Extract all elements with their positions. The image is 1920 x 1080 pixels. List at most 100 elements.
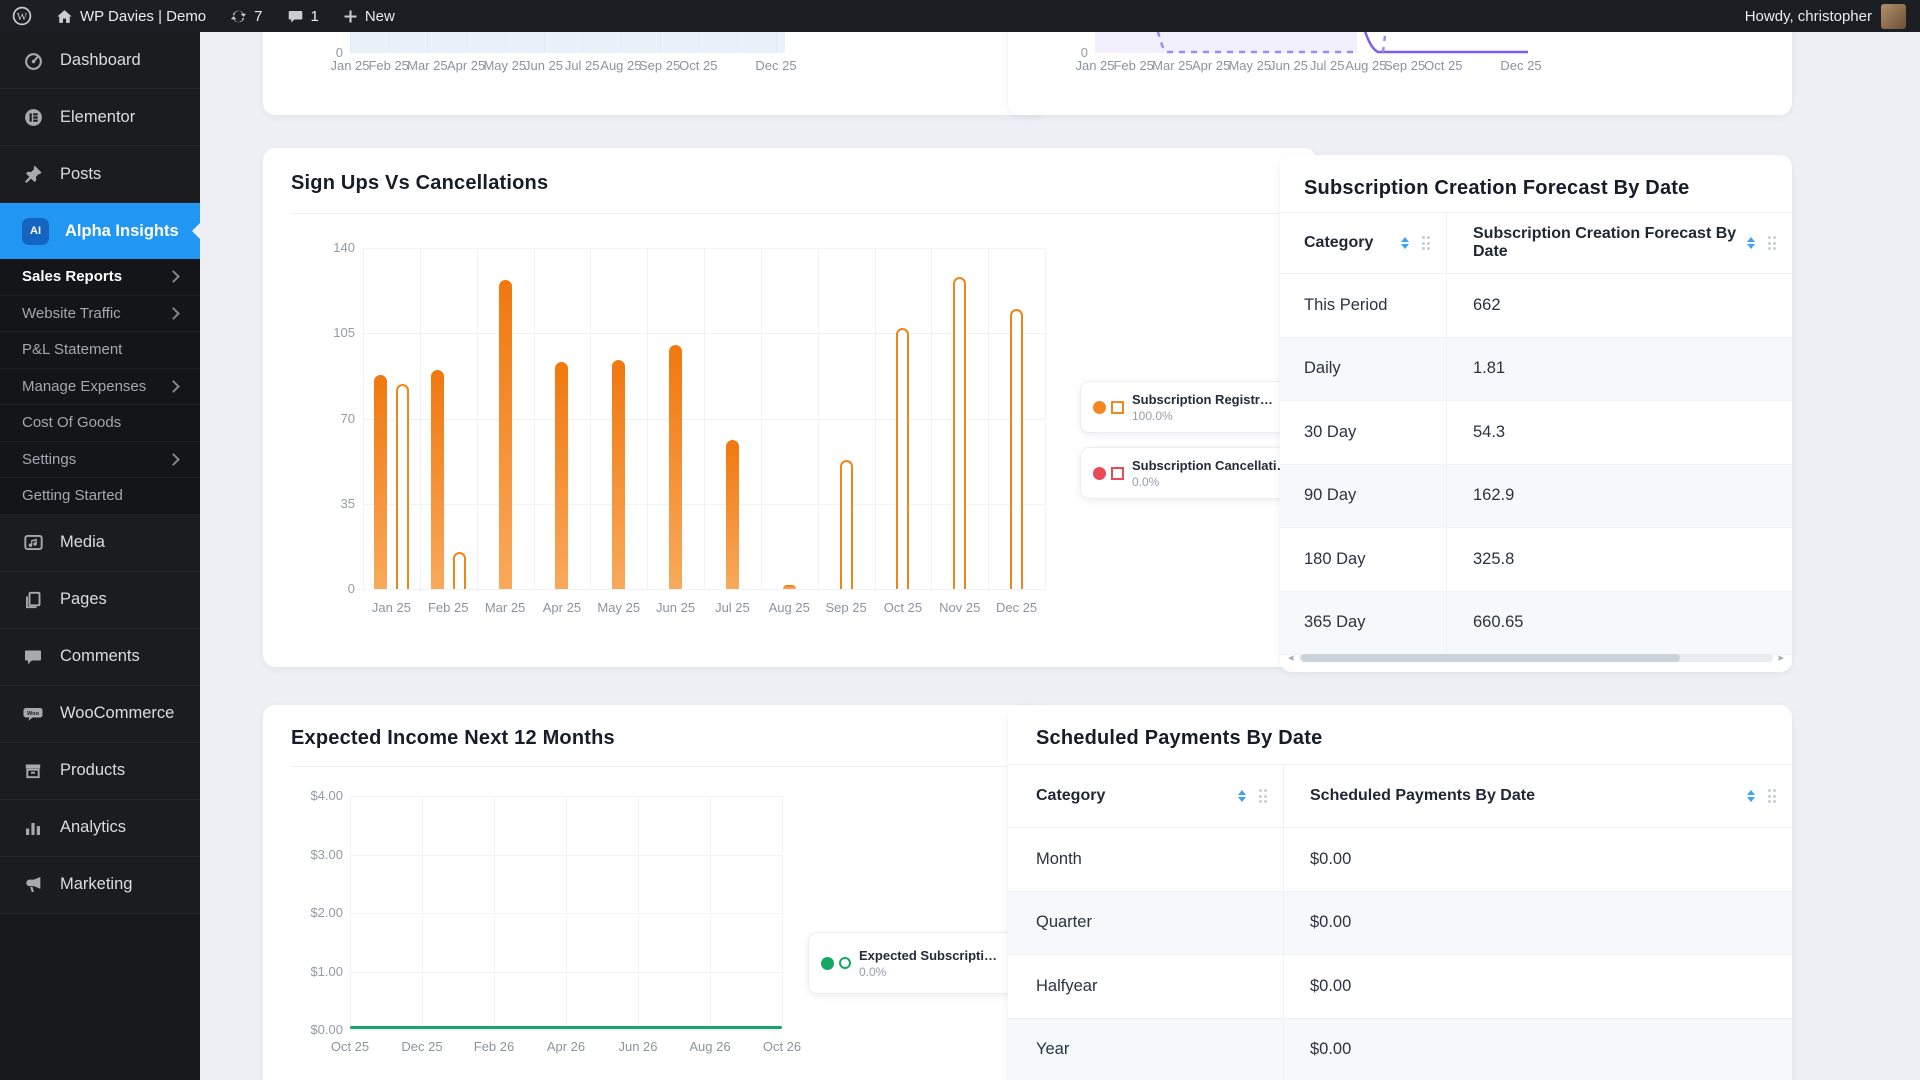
sidebar-item-label: Posts (60, 164, 102, 183)
signup-bar (669, 345, 683, 589)
table-row: 30 Day 54.3 (1280, 401, 1792, 465)
y-tick-label: $3.00 (310, 846, 343, 862)
column-label: Subscription Creation Forecast By Date (1473, 225, 1737, 260)
sort-icon[interactable] (1746, 236, 1755, 250)
sidebar-item-dashboard[interactable]: Dashboard (0, 32, 200, 89)
cell-value: $0.00 (1310, 976, 1352, 995)
chevron-right-icon (167, 306, 180, 320)
sidebar-subitem-p-l-statement[interactable]: P&L Statement (0, 332, 200, 369)
sort-icon[interactable] (1746, 789, 1755, 803)
sidebar-item-alpha-insights[interactable]: AI Alpha Insights (0, 203, 200, 259)
sidebar-item-media[interactable]: Media (0, 514, 200, 572)
column-header-payments[interactable]: Scheduled Payments By Date (1284, 765, 1792, 827)
table-row: 90 Day 162.9 (1280, 464, 1792, 528)
sidebar-item-posts[interactable]: Posts (0, 146, 200, 203)
sidebar-item-woocommerce[interactable]: Woo WooCommerce (0, 685, 200, 743)
column-label: Scheduled Payments By Date (1310, 787, 1535, 804)
bar-group-jun-25 (647, 248, 704, 589)
sidebar-item-products[interactable]: Products (0, 742, 200, 800)
new-content-menu[interactable]: New (331, 0, 407, 32)
comments-menu[interactable]: 1 (275, 0, 331, 32)
avatar[interactable] (1881, 3, 1906, 29)
cell-value: 660.65 (1473, 613, 1524, 632)
x-tick-label: Jan 25 (1075, 58, 1115, 73)
gridline (363, 589, 1045, 590)
column-header-category[interactable]: Category (1280, 213, 1447, 273)
howdy-text[interactable]: Howdy, christopher (1744, 7, 1872, 25)
bar-group-jan-25 (363, 248, 420, 589)
sidebar-item-pages[interactable]: Pages (0, 571, 200, 629)
sidebar-subitem-website-traffic[interactable]: Website Traffic (0, 296, 200, 332)
column-header-forecast[interactable]: Subscription Creation Forecast By Date (1447, 213, 1792, 273)
gridline (931, 248, 933, 589)
scrollbar-thumb[interactable] (1300, 654, 1681, 662)
column-header-category[interactable]: Category (1008, 765, 1284, 827)
sidebar-subitem-sales-reports[interactable]: Sales Reports (0, 259, 200, 296)
gridline (504, 32, 506, 53)
sidebar-item-elementor[interactable]: Elementor (0, 89, 200, 146)
new-label: New (364, 7, 395, 25)
x-tick-label: Feb 25 (368, 58, 409, 73)
gridline (476, 248, 478, 589)
x-tick-label: Oct 25 (1424, 58, 1463, 73)
sort-icon[interactable] (1400, 236, 1409, 250)
legend-name: Expected Subscripti… (859, 947, 997, 963)
drag-handle-icon[interactable] (1767, 789, 1776, 803)
drag-handle-icon[interactable] (1767, 236, 1776, 250)
y-tick-label: 35 (340, 495, 355, 511)
table-row: Quarter $0.00 (1008, 891, 1792, 955)
sidebar-subitem-label: Settings (22, 450, 77, 468)
gridline (760, 248, 762, 589)
cell-value: 1.81 (1473, 359, 1506, 378)
wordpress-logo-icon[interactable]: W (0, 0, 44, 32)
income-line-series (350, 1026, 782, 1029)
gridline (737, 32, 738, 53)
horizontal-scrollbar: ◂ ▸ (1288, 652, 1784, 664)
gridline (638, 796, 639, 1030)
x-tick-label: May 25 (483, 58, 527, 73)
cell-category: 30 Day (1280, 401, 1447, 464)
chevron-right-icon (167, 452, 180, 466)
sidebar-item-comments[interactable]: Comments (0, 628, 200, 686)
sidebar-subitem-getting-started[interactable]: Getting Started (0, 478, 200, 515)
comment-icon (288, 10, 302, 23)
sidebar-subitem-settings[interactable]: Settings (0, 442, 200, 478)
sidebar-item-analytics[interactable]: Analytics (0, 799, 200, 857)
sidebar-item-label: Media (60, 533, 105, 551)
legend-percent: 100.0% (1132, 408, 1173, 423)
gridline (647, 248, 649, 589)
forecast-table-card: Subscription Creation Forecast By Date C… (1280, 155, 1792, 672)
x-tick-label: Dec 25 (401, 1039, 443, 1054)
sidebar-subitem-cost-of-goods[interactable]: Cost Of Goods (0, 405, 200, 442)
scroll-left-arrow[interactable]: ◂ (1288, 651, 1294, 664)
gridline (782, 796, 783, 1030)
sidebar-subitem-manage-expenses[interactable]: Manage Expenses (0, 369, 200, 405)
gridline (466, 32, 468, 53)
table-row: This Period 662 (1280, 274, 1792, 338)
legend-percent: 0.0% (859, 964, 887, 979)
cell-value: $0.00 (1310, 849, 1352, 868)
x-tick-label: Jul 25 (715, 600, 750, 615)
x-tick-label: May 25 (597, 600, 641, 615)
x-tick-label: Mar 25 (484, 600, 526, 615)
x-tick-label: Aug 26 (689, 1039, 731, 1054)
site-menu[interactable]: WP Davies | Demo (44, 0, 218, 32)
drag-handle-icon[interactable] (1258, 789, 1267, 803)
scrollbar-track[interactable] (1298, 654, 1774, 662)
updates-menu[interactable]: 7 (218, 0, 274, 32)
sidebar-item-marketing[interactable]: Marketing (0, 856, 200, 914)
gridline (422, 796, 423, 1030)
chevron-right-icon (167, 270, 180, 284)
scroll-right-arrow[interactable]: ▸ (1778, 651, 1784, 664)
table-row: 365 Day 660.65 (1280, 591, 1792, 655)
sidebar-subitem-label: Sales Reports (22, 268, 123, 286)
gridline (590, 248, 592, 589)
y-tick-label: $1.00 (310, 963, 343, 979)
y-tick-label: $4.00 (310, 788, 343, 803)
expected-income-card: Expected Income Next 12 Months $4.00 $3.0… (263, 705, 1056, 1080)
gridline (582, 32, 584, 53)
sort-icon[interactable] (1237, 789, 1246, 803)
cell-value: 162.9 (1473, 486, 1515, 505)
bar-group-dec-25 (988, 248, 1045, 589)
drag-handle-icon[interactable] (1421, 236, 1430, 250)
